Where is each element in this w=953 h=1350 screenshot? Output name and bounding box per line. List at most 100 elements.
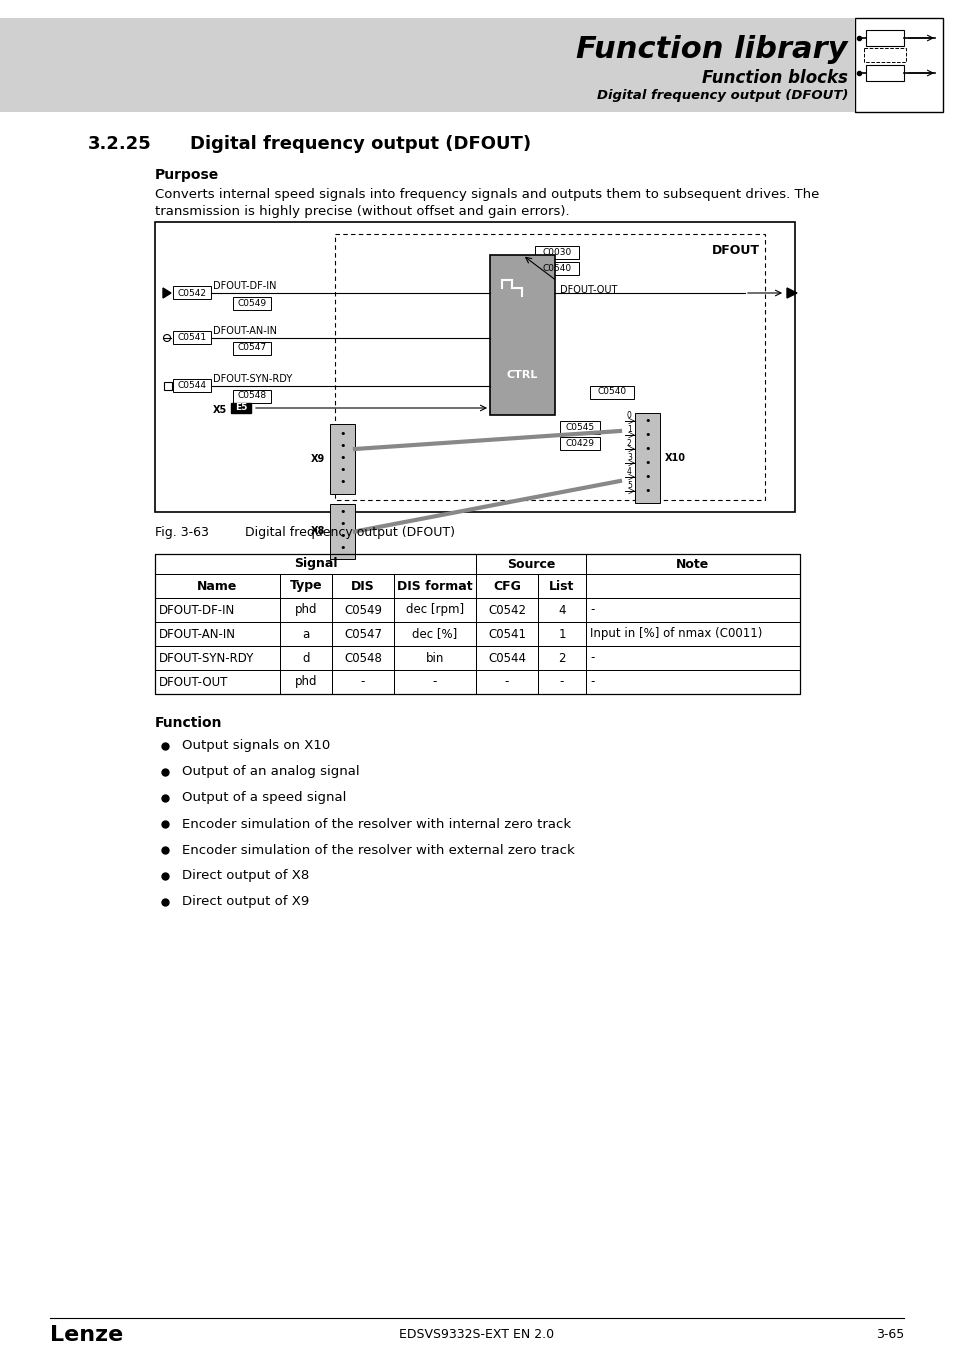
Bar bbox=[535, 262, 578, 275]
Bar bbox=[280, 622, 332, 647]
Text: C0429: C0429 bbox=[565, 439, 594, 447]
Text: Name: Name bbox=[197, 579, 237, 593]
Bar bbox=[476, 574, 537, 598]
Text: Function library: Function library bbox=[576, 35, 847, 65]
Bar bbox=[154, 598, 280, 622]
Text: DFOUT-OUT: DFOUT-OUT bbox=[559, 285, 617, 296]
Text: 2: 2 bbox=[558, 652, 565, 664]
Bar bbox=[854, 18, 942, 112]
Text: 0: 0 bbox=[626, 410, 631, 420]
Bar bbox=[537, 670, 585, 694]
Text: X10: X10 bbox=[664, 454, 685, 463]
Text: 2: 2 bbox=[626, 439, 631, 448]
Text: •: • bbox=[643, 431, 650, 440]
Bar bbox=[863, 49, 905, 62]
Text: C0542: C0542 bbox=[488, 603, 525, 617]
Text: C0540: C0540 bbox=[597, 387, 626, 397]
Text: DFOUT: DFOUT bbox=[711, 244, 760, 256]
Text: C0544: C0544 bbox=[177, 382, 206, 390]
Text: C0541: C0541 bbox=[177, 333, 207, 343]
Text: X9: X9 bbox=[311, 454, 325, 464]
Text: C0542: C0542 bbox=[177, 289, 206, 297]
Text: 3: 3 bbox=[626, 454, 631, 462]
Bar bbox=[537, 574, 585, 598]
Bar bbox=[476, 647, 537, 670]
Bar bbox=[585, 670, 800, 694]
Text: X5: X5 bbox=[213, 405, 227, 414]
Bar bbox=[280, 647, 332, 670]
Text: a: a bbox=[302, 628, 310, 640]
Text: Digital frequency output (DFOUT): Digital frequency output (DFOUT) bbox=[190, 135, 531, 153]
Bar bbox=[535, 246, 578, 259]
Text: List: List bbox=[549, 579, 574, 593]
Text: 3.2.25: 3.2.25 bbox=[88, 135, 152, 153]
Text: Type: Type bbox=[290, 579, 322, 593]
Bar bbox=[280, 598, 332, 622]
Text: -: - bbox=[589, 652, 594, 664]
Text: Input in [%] of nmax (C0011): Input in [%] of nmax (C0011) bbox=[589, 628, 761, 640]
Text: •: • bbox=[339, 477, 345, 487]
Text: 5: 5 bbox=[626, 481, 631, 490]
Bar bbox=[172, 379, 211, 391]
Bar bbox=[332, 598, 394, 622]
Text: Converts internal speed signals into frequency signals and outputs them to subse: Converts internal speed signals into fre… bbox=[154, 188, 819, 201]
Bar bbox=[394, 670, 476, 694]
Text: DIS format: DIS format bbox=[396, 579, 473, 593]
Text: -: - bbox=[433, 675, 436, 688]
Text: Encoder simulation of the resolver with external zero track: Encoder simulation of the resolver with … bbox=[182, 844, 574, 856]
Text: •: • bbox=[339, 518, 345, 529]
Text: -: - bbox=[360, 675, 365, 688]
Text: DFOUT-DF-IN: DFOUT-DF-IN bbox=[213, 281, 276, 292]
Text: Source: Source bbox=[506, 558, 555, 571]
Text: C0540: C0540 bbox=[542, 265, 571, 273]
Text: •: • bbox=[643, 486, 650, 495]
Bar bbox=[280, 670, 332, 694]
Text: C0547: C0547 bbox=[344, 628, 381, 640]
Bar bbox=[154, 554, 800, 694]
Text: Output of an analog signal: Output of an analog signal bbox=[182, 765, 359, 779]
Text: •: • bbox=[643, 416, 650, 427]
Bar bbox=[394, 647, 476, 670]
Text: 4: 4 bbox=[626, 467, 631, 477]
Bar bbox=[559, 437, 599, 450]
Bar bbox=[154, 554, 476, 574]
Bar bbox=[865, 65, 903, 81]
Text: Signal: Signal bbox=[294, 558, 337, 571]
Text: C0548: C0548 bbox=[344, 652, 381, 664]
Bar bbox=[585, 647, 800, 670]
Text: 1: 1 bbox=[558, 628, 565, 640]
Text: -: - bbox=[504, 675, 509, 688]
Text: -: - bbox=[589, 675, 594, 688]
Bar bbox=[154, 647, 280, 670]
Bar bbox=[335, 234, 764, 500]
Text: DFOUT-DF-IN: DFOUT-DF-IN bbox=[159, 603, 235, 617]
Text: EDSVS9332S-EXT EN 2.0: EDSVS9332S-EXT EN 2.0 bbox=[399, 1328, 554, 1342]
Text: Lenze: Lenze bbox=[50, 1324, 123, 1345]
Text: Digital frequency output (DFOUT): Digital frequency output (DFOUT) bbox=[245, 526, 455, 539]
Bar bbox=[394, 622, 476, 647]
Bar bbox=[233, 390, 271, 404]
Bar bbox=[330, 504, 355, 559]
Text: phd: phd bbox=[294, 675, 317, 688]
Text: C0549: C0549 bbox=[237, 298, 266, 308]
Text: -: - bbox=[559, 675, 563, 688]
Bar bbox=[635, 413, 659, 504]
Text: E5: E5 bbox=[234, 404, 247, 413]
Text: C0541: C0541 bbox=[488, 628, 525, 640]
Text: •: • bbox=[339, 454, 345, 463]
Text: -: - bbox=[589, 603, 594, 617]
Polygon shape bbox=[786, 288, 796, 298]
Text: d: d bbox=[302, 652, 310, 664]
Text: 4: 4 bbox=[558, 603, 565, 617]
Bar bbox=[537, 598, 585, 622]
Text: dec [rpm]: dec [rpm] bbox=[406, 603, 463, 617]
Text: Digital frequency output (DFOUT): Digital frequency output (DFOUT) bbox=[596, 89, 847, 103]
Text: Encoder simulation of the resolver with internal zero track: Encoder simulation of the resolver with … bbox=[182, 818, 571, 830]
Bar bbox=[476, 622, 537, 647]
Text: •: • bbox=[643, 472, 650, 482]
Text: transmission is highly precise (without offset and gain errors).: transmission is highly precise (without … bbox=[154, 205, 569, 217]
Bar bbox=[233, 297, 271, 310]
Bar bbox=[154, 622, 280, 647]
Text: CFG: CFG bbox=[493, 579, 520, 593]
Text: CTRL: CTRL bbox=[506, 370, 537, 379]
